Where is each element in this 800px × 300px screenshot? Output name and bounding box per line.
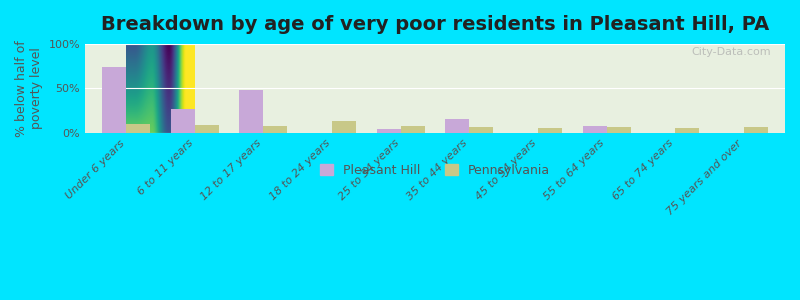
Bar bbox=[102, 67, 126, 133]
Text: City-Data.com: City-Data.com bbox=[691, 46, 771, 57]
Title: Breakdown by age of very poor residents in Pleasant Hill, PA: Breakdown by age of very poor residents … bbox=[101, 15, 769, 34]
Bar bbox=[239, 90, 263, 133]
Bar bbox=[538, 128, 562, 133]
Bar bbox=[171, 109, 195, 133]
Bar bbox=[675, 128, 699, 133]
Bar bbox=[263, 126, 287, 133]
Bar bbox=[446, 119, 470, 133]
Bar bbox=[126, 124, 150, 133]
Y-axis label: % below half of
poverty level: % below half of poverty level bbox=[15, 40, 43, 137]
Legend: Pleasant Hill, Pennsylvania: Pleasant Hill, Pennsylvania bbox=[315, 159, 554, 182]
Bar bbox=[332, 121, 356, 133]
Bar bbox=[606, 127, 630, 133]
Bar bbox=[744, 127, 768, 133]
Bar bbox=[401, 126, 425, 133]
Bar bbox=[470, 127, 494, 133]
Bar bbox=[582, 126, 606, 133]
Bar bbox=[195, 125, 219, 133]
Bar bbox=[377, 129, 401, 133]
